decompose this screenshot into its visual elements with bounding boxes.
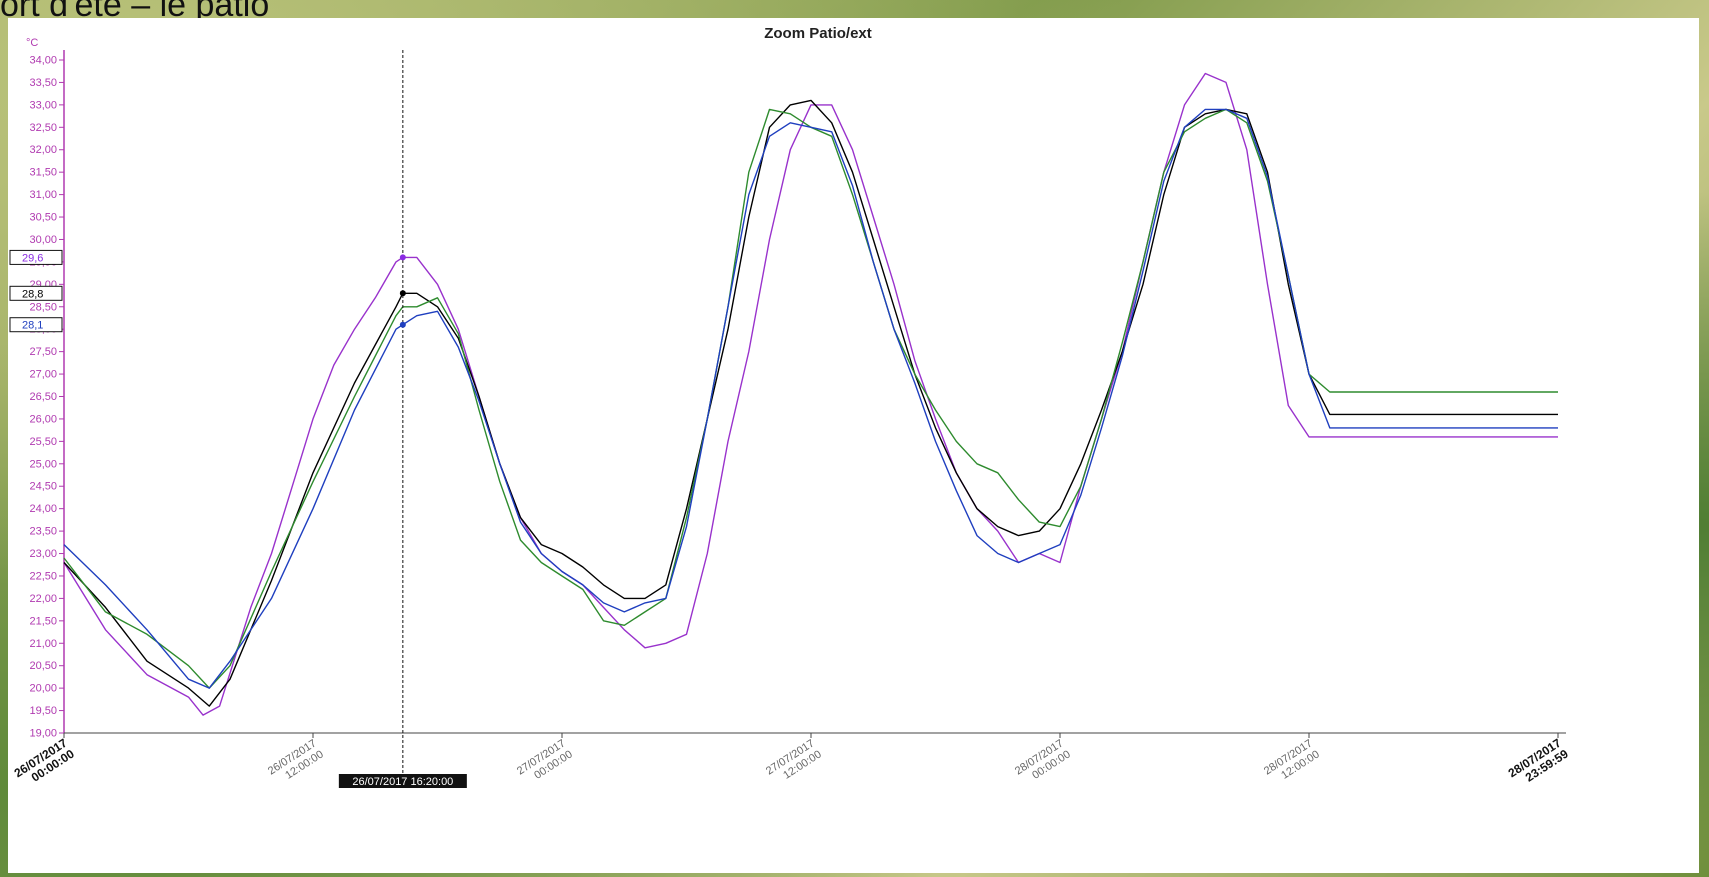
- time-cursor[interactable]: 29,6 28,8 28,1 26/07/2017 16:20:00: [9, 50, 467, 788]
- cursor-readout-value: 28,1: [22, 320, 43, 332]
- y-tick-label: 27,00: [29, 369, 57, 381]
- y-tick-label: 19,50: [29, 705, 57, 717]
- y-tick-label: 24,00: [29, 503, 57, 515]
- y-tick-label: 26,00: [29, 413, 57, 425]
- cursor-readout-value: 29,6: [22, 252, 43, 264]
- y-tick-label: 32,50: [29, 122, 57, 134]
- y-tick-label: 32,00: [29, 144, 57, 156]
- cursor-time-label: 26/07/2017 16:20:00: [352, 776, 453, 788]
- y-tick-label: 33,00: [29, 99, 57, 111]
- y-tick-label: 21,00: [29, 638, 57, 650]
- y-tick-label: 23,00: [29, 548, 57, 560]
- y-tick-label: 22,00: [29, 593, 57, 605]
- series-line-2: [63, 99, 1558, 707]
- y-tick-label: 23,50: [29, 526, 57, 538]
- y-tick-label: 26,50: [29, 391, 57, 403]
- series-line-4: [63, 108, 1558, 689]
- series-line-1: [63, 72, 1558, 716]
- y-axis: 19,00 19,50 20,00 20,50 21,00 21,50 22,00 22,50…: [29, 50, 65, 740]
- y-tick-label: 27,50: [29, 346, 57, 358]
- y-tick-label: 25,50: [29, 436, 57, 448]
- y-axis-unit: °C: [26, 37, 38, 49]
- cursor-point: [399, 321, 406, 328]
- y-tick-label: 30,50: [29, 212, 57, 224]
- y-tick-label: 25,00: [29, 458, 57, 470]
- y-tick-label: 33,50: [29, 77, 57, 89]
- cursor-point: [399, 254, 406, 261]
- y-tick-label: 24,50: [29, 481, 57, 493]
- series-line-3: [63, 108, 1558, 689]
- y-tick-label: 31,00: [29, 189, 57, 201]
- cursor-point: [399, 290, 406, 297]
- y-tick-label: 20,50: [29, 660, 57, 672]
- cursor-readout-box: [9, 249, 63, 265]
- y-tick-label: 22,50: [29, 570, 57, 582]
- y-tick-label: 34,00: [29, 55, 57, 67]
- cursor-readout-box: [9, 285, 63, 301]
- y-tick-label: 20,00: [29, 683, 57, 695]
- y-tick-label: 21,50: [29, 615, 57, 627]
- cursor-readout-box: [9, 317, 63, 333]
- y-tick-label: 31,50: [29, 167, 57, 179]
- y-tick-label: 30,00: [29, 234, 57, 246]
- y-tick-label: 19,00: [29, 728, 57, 740]
- chart-title: Zoom Patio/ext: [764, 25, 872, 42]
- chart-canvas: Zoom Patio/ext °C 19,00 19,50 20,00 20,50 21…: [9, 25, 1571, 788]
- line-chart: Zoom Patio/ext °C 19,00 19,50 20,00 20,50 21…: [8, 18, 1699, 873]
- cursor-readout-value: 28,8: [22, 288, 43, 300]
- y-tick-label: 28,50: [29, 301, 57, 313]
- series-layer: [63, 72, 1558, 716]
- cursor-time-box: [338, 774, 467, 788]
